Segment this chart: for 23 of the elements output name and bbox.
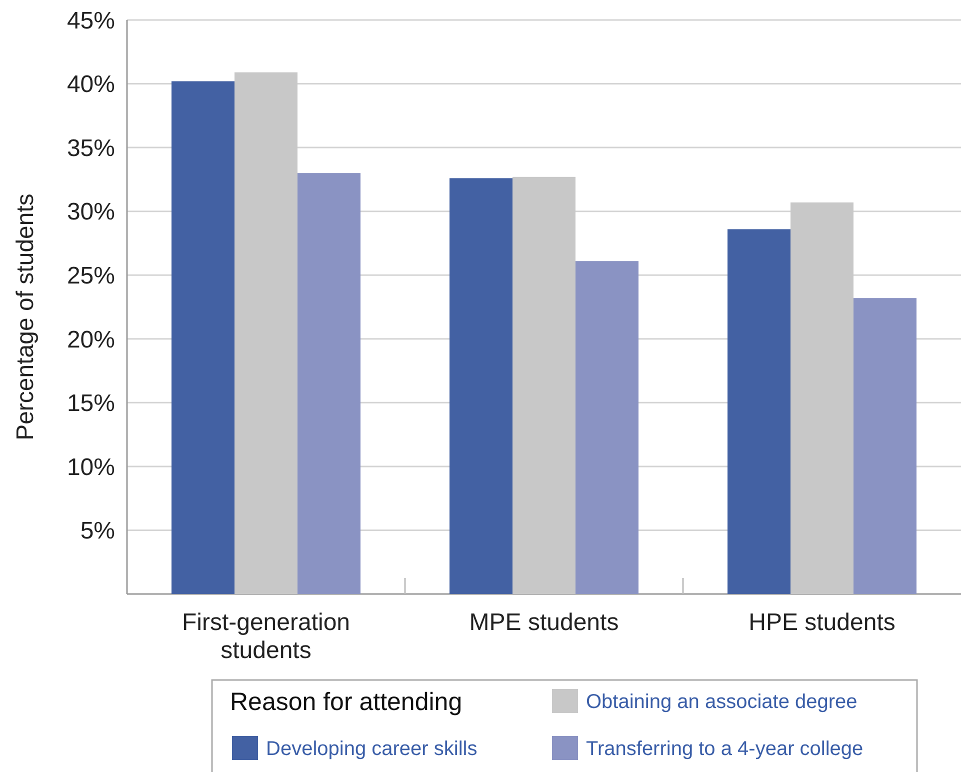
y-tick-label: 5% — [80, 518, 115, 545]
x-tick-label: HPE students — [748, 609, 896, 636]
y-tick-label: 15% — [66, 390, 115, 418]
bar — [854, 298, 916, 594]
legend-label: Developing career skills — [266, 738, 478, 760]
legend-label: Transferring to a 4-year college — [586, 738, 864, 760]
y-tick-label: 10% — [66, 454, 115, 481]
y-tick-label: 25% — [66, 262, 115, 290]
y-tick-label: 45% — [66, 7, 115, 34]
bar — [728, 229, 790, 594]
bar — [298, 173, 360, 594]
y-axis-title: Percentage of students — [12, 194, 39, 440]
y-tick-label: 35% — [66, 134, 115, 162]
x-tick-label: MPE students — [469, 609, 619, 636]
bar — [576, 261, 638, 594]
bar — [172, 81, 234, 594]
legend-title: Reason for attending — [230, 688, 462, 716]
y-tick-label: 40% — [66, 71, 115, 98]
x-tick-label: First-generation students — [182, 609, 350, 664]
y-tick-label: 20% — [66, 326, 115, 354]
legend-label: Obtaining an associate degree — [586, 691, 858, 713]
bar — [450, 178, 512, 594]
y-tick-label: 30% — [66, 198, 115, 226]
